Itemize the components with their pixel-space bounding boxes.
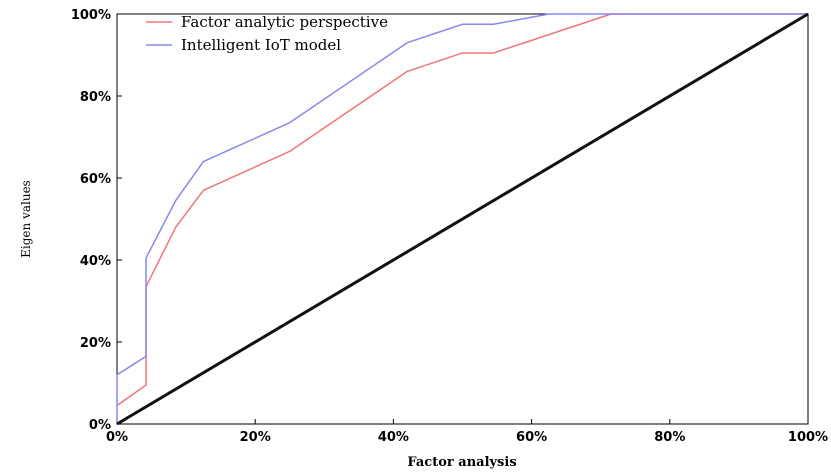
y-tick-label: 100% [71,8,111,23]
y-tick-label: 40% [80,254,111,269]
x-tick-label: 0% [106,430,128,445]
y-tick-label: 80% [80,90,111,105]
series-line-intelligent-iot [116,13,808,424]
series-layer [116,12,809,426]
y-tick-label: 60% [80,172,111,187]
x-tick-label: 100% [788,430,828,445]
legend: Factor analytic perspective Intelligent … [146,13,388,54]
x-tick-label: 20% [240,430,271,445]
series-line-factor-analytic [116,13,808,407]
x-tick-label: 60% [516,430,547,445]
legend-label-iot: Intelligent IoT model [181,36,341,54]
y-tick-label: 20% [80,336,111,351]
y-axis-title: Eigen values [19,180,33,258]
series-line-diagonal-reference [116,12,809,426]
plot-frame [116,13,809,425]
x-tick-label: 80% [654,430,685,445]
x-axis-title: Factor analysis [407,455,516,470]
legend-label-factor: Factor analytic perspective [181,13,388,31]
y-tick-label: 0% [89,418,111,433]
y-axis-ticks: 0% 20% 40% 60% 80% 100% [71,8,122,433]
x-axis-ticks: 0% 20% 40% 60% 80% 100% [106,419,828,445]
x-tick-label: 40% [378,430,409,445]
